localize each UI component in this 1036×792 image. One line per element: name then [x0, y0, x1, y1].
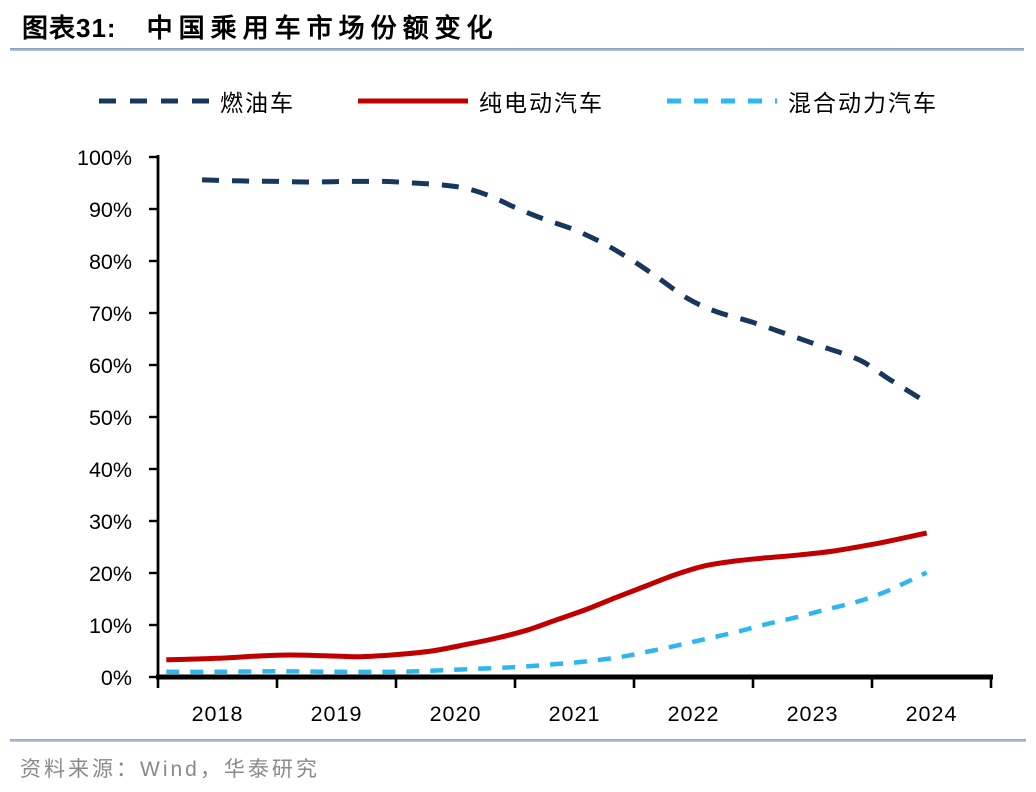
y-axis-tick-label: 10% [89, 614, 132, 638]
figure-title: 中国乘用车市场份额变化 [146, 13, 499, 43]
y-axis-tick-label: 90% [89, 198, 132, 222]
figure-label: 图表31: [22, 13, 117, 43]
y-axis-tick-label: 70% [89, 302, 132, 326]
legend-dashed-line-icon [667, 98, 777, 104]
x-axis-tick-label: 2019 [311, 702, 363, 726]
x-axis-tick-label: 2022 [668, 702, 720, 726]
legend-label-fuel-vehicle: 燃油车 [220, 90, 295, 116]
x-axis-tick-label: 2024 [906, 702, 958, 726]
source-note: 资料来源：Wind，华泰研究 [20, 758, 320, 781]
legend-item-fuel-vehicle: 燃油车 [98, 84, 295, 118]
legend-solid-line-icon [358, 98, 468, 104]
legend-label-bev: 纯电动汽车 [479, 90, 604, 116]
figure-header: 图表31: 中国乘用车市场份额变化 [22, 8, 499, 45]
footer-divider [10, 739, 1026, 742]
series-line-hybrid [166, 570, 928, 675]
legend-item-hybrid: 混合动力汽车 [666, 84, 938, 118]
x-axis-tick-label: 2020 [430, 702, 482, 726]
x-axis-tick-label: 2021 [549, 702, 601, 726]
legend-label-hybrid: 混合动力汽车 [788, 90, 938, 116]
y-axis-tick-label: 0% [101, 666, 132, 690]
legend-item-bev: 纯电动汽车 [357, 84, 604, 118]
series-line-fuel-vehicle [201, 177, 929, 405]
x-axis-tick-label: 2023 [787, 702, 839, 726]
title-divider [10, 48, 1024, 51]
y-axis-tick-label: 100% [77, 146, 132, 170]
chart-legend: 燃油车 纯电动汽车 混合动力汽车 [98, 84, 938, 118]
y-axis-tick-label: 80% [89, 250, 132, 274]
y-axis-tick-label: 30% [89, 510, 132, 534]
chart-canvas: 0% 10% 20% 30% 40% 50% 60% 70% 80% 90% 100% 2018 201… [77, 146, 993, 726]
x-axis-tick-label: 2018 [192, 702, 244, 726]
y-axis-tick-label: 40% [89, 458, 132, 482]
y-axis-tick-label: 60% [89, 354, 132, 378]
series-line-bev [166, 530, 928, 663]
y-axis-tick-label: 20% [89, 562, 132, 586]
y-axis-tick-label: 50% [89, 406, 132, 430]
